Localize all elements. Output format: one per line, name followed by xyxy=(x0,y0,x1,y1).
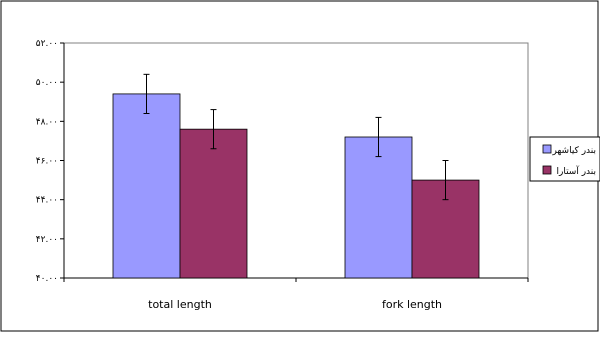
bar-series-1 xyxy=(112,93,181,279)
y-tick-label: ۴۰.۰۰ xyxy=(36,274,58,284)
error-bars-group xyxy=(143,73,449,201)
y-axis: ۴۰.۰۰ ۴۲.۰۰ ۴۴.۰۰ ۴۶.۰۰ ۴۸.۰۰ ۵۰.۰۰ ۵۲.۰۰ xyxy=(36,39,65,284)
x-tick-label: fork length xyxy=(382,298,442,311)
y-tick-label: ۴۸.۰۰ xyxy=(36,117,58,127)
legend-box xyxy=(529,136,600,182)
x-tick-label: total length xyxy=(148,298,212,311)
legend-swatch-series-2 xyxy=(542,165,552,175)
y-tick-label: ۴۴.۰۰ xyxy=(36,196,58,206)
y-tick-label: ۴۶.۰۰ xyxy=(36,157,58,167)
legend-label-series-1: بندر کیاشهر xyxy=(551,146,596,156)
legend: بندر کیاشهر بندر آستارا xyxy=(529,136,600,182)
legend-label-series-2: بندر آستارا xyxy=(557,165,597,177)
bar-series-1 xyxy=(344,136,413,279)
y-tick-label: ۵۲.۰۰ xyxy=(36,39,58,49)
y-tick-label: ۵۰.۰۰ xyxy=(36,78,58,88)
bar-series-2 xyxy=(179,128,248,279)
y-tick-label: ۴۲.۰۰ xyxy=(36,235,58,245)
legend-swatch-series-1 xyxy=(542,144,552,154)
